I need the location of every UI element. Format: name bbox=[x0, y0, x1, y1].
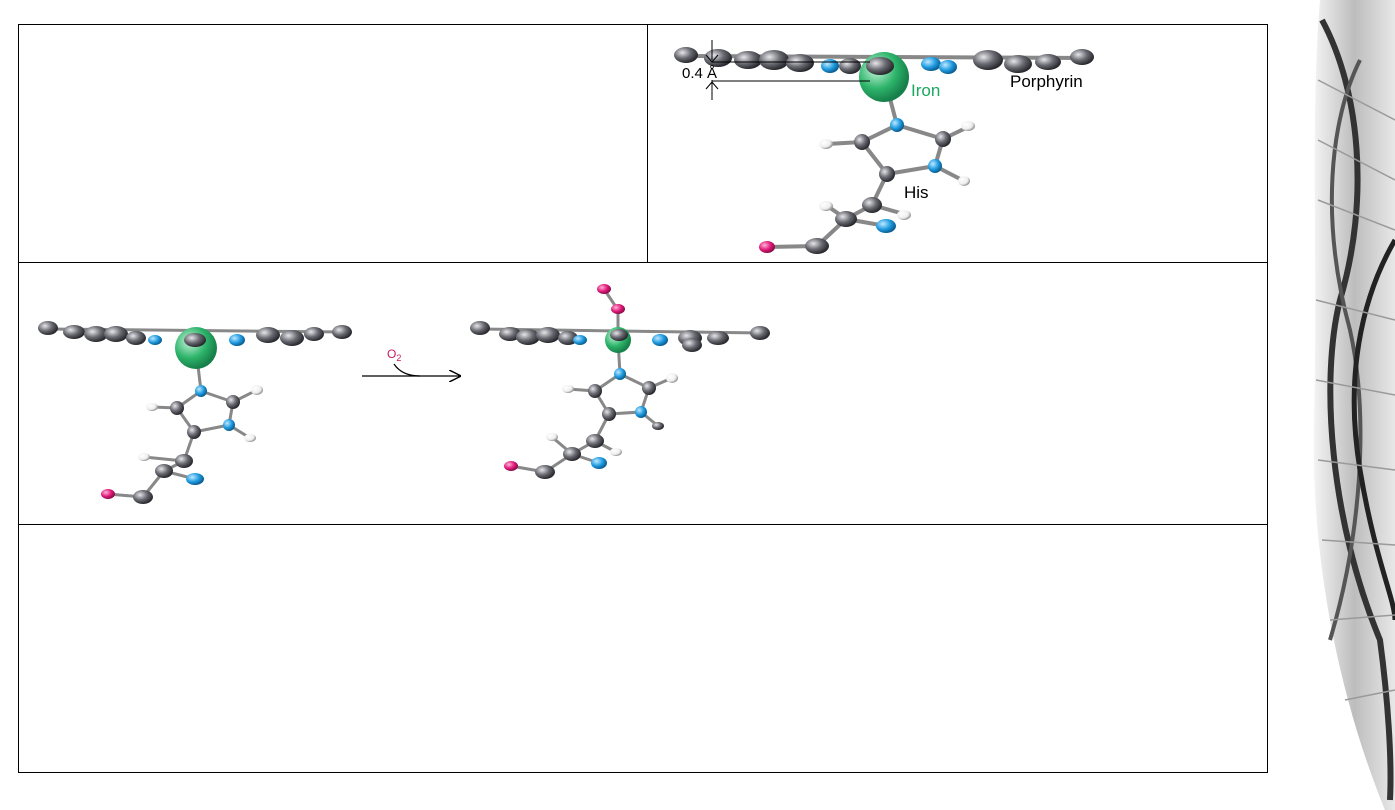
table-frame bbox=[18, 24, 1268, 773]
deoxy-heme-figure bbox=[38, 321, 352, 504]
his-label: His bbox=[904, 183, 929, 202]
iron-label: Iron bbox=[911, 81, 940, 100]
porphyrin-atoms bbox=[674, 47, 1094, 74]
porphyrin-label: Porphyrin bbox=[1010, 72, 1083, 91]
reagent-label: O2 bbox=[387, 347, 401, 363]
reagent-subscript: 2 bbox=[396, 353, 401, 363]
oxy-heme-figure bbox=[470, 284, 770, 479]
row-divider-bottom bbox=[18, 524, 1268, 525]
row-divider-top bbox=[18, 262, 1268, 263]
displacement-marker bbox=[705, 40, 870, 100]
decorative-swirl-graphic bbox=[1313, 0, 1395, 810]
column-divider bbox=[647, 24, 648, 263]
reaction-arrow: O2 bbox=[362, 347, 460, 376]
distance-label: 0.4 Å bbox=[682, 65, 717, 82]
histidine-atoms bbox=[759, 118, 975, 254]
top-figure: 0.4 Å Iron Porphyrin His bbox=[674, 40, 1094, 254]
